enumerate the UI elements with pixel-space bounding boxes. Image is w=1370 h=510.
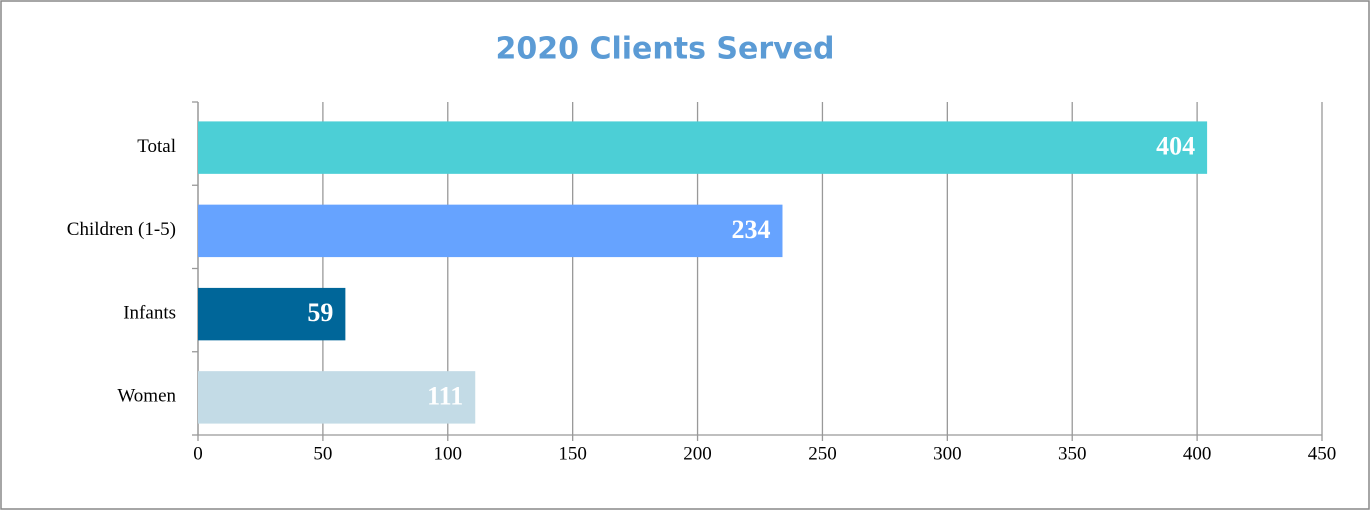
x-tick-label: 350	[1058, 443, 1087, 464]
bar	[198, 121, 1208, 174]
x-tick-label: 50	[313, 443, 332, 464]
value-label: 234	[731, 215, 770, 244]
x-tick-label: 250	[808, 443, 837, 464]
x-tick-label: 200	[683, 443, 712, 464]
y-tick-label: Infants	[123, 302, 176, 323]
bar	[198, 204, 783, 258]
x-tick-label: 300	[933, 443, 962, 464]
bar	[198, 371, 476, 424]
bar	[198, 287, 346, 341]
value-label: 404	[1156, 132, 1195, 161]
x-tick-label: 400	[1183, 443, 1212, 464]
x-tick-label: 0	[193, 443, 203, 464]
chart-title: 2020 Clients Served	[496, 32, 835, 67]
y-tick-label: Children (1-5)	[67, 219, 176, 240]
x-tick-label: 450	[1308, 443, 1337, 464]
y-tick-label: Total	[137, 136, 176, 157]
x-tick-label: 100	[434, 443, 463, 464]
value-label: 111	[427, 381, 463, 410]
y-tick-label: Women	[117, 386, 176, 407]
value-label: 59	[307, 298, 333, 327]
x-tick-label: 150	[558, 443, 587, 464]
